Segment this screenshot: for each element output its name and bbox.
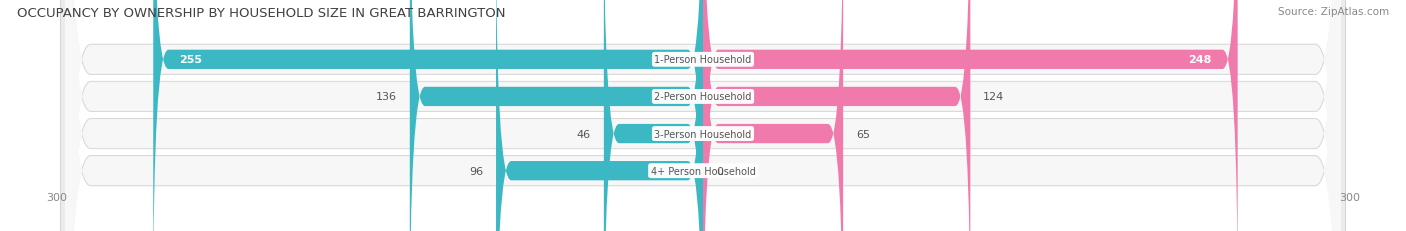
- FancyBboxPatch shape: [703, 0, 1237, 231]
- Text: 46: 46: [576, 129, 591, 139]
- FancyBboxPatch shape: [409, 0, 703, 231]
- FancyBboxPatch shape: [603, 0, 703, 231]
- FancyBboxPatch shape: [496, 0, 703, 231]
- Text: 124: 124: [983, 92, 1004, 102]
- Text: 2-Person Household: 2-Person Household: [654, 92, 752, 102]
- FancyBboxPatch shape: [65, 0, 1341, 231]
- Text: 255: 255: [179, 55, 202, 65]
- FancyBboxPatch shape: [153, 0, 703, 231]
- FancyBboxPatch shape: [60, 0, 1346, 231]
- FancyBboxPatch shape: [65, 0, 1341, 231]
- Text: 248: 248: [1188, 55, 1212, 65]
- FancyBboxPatch shape: [65, 0, 1341, 231]
- FancyBboxPatch shape: [60, 0, 1346, 231]
- Text: OCCUPANCY BY OWNERSHIP BY HOUSEHOLD SIZE IN GREAT BARRINGTON: OCCUPANCY BY OWNERSHIP BY HOUSEHOLD SIZE…: [17, 7, 505, 20]
- Text: 3-Person Household: 3-Person Household: [654, 129, 752, 139]
- Text: 4+ Person Household: 4+ Person Household: [651, 166, 755, 176]
- FancyBboxPatch shape: [703, 0, 844, 231]
- Text: 136: 136: [375, 92, 396, 102]
- Text: Source: ZipAtlas.com: Source: ZipAtlas.com: [1278, 7, 1389, 17]
- Text: 0: 0: [716, 166, 723, 176]
- Text: 65: 65: [856, 129, 870, 139]
- FancyBboxPatch shape: [65, 0, 1341, 231]
- Text: 96: 96: [470, 166, 484, 176]
- FancyBboxPatch shape: [703, 0, 970, 231]
- FancyBboxPatch shape: [60, 0, 1346, 231]
- Text: 1-Person Household: 1-Person Household: [654, 55, 752, 65]
- FancyBboxPatch shape: [60, 0, 1346, 231]
